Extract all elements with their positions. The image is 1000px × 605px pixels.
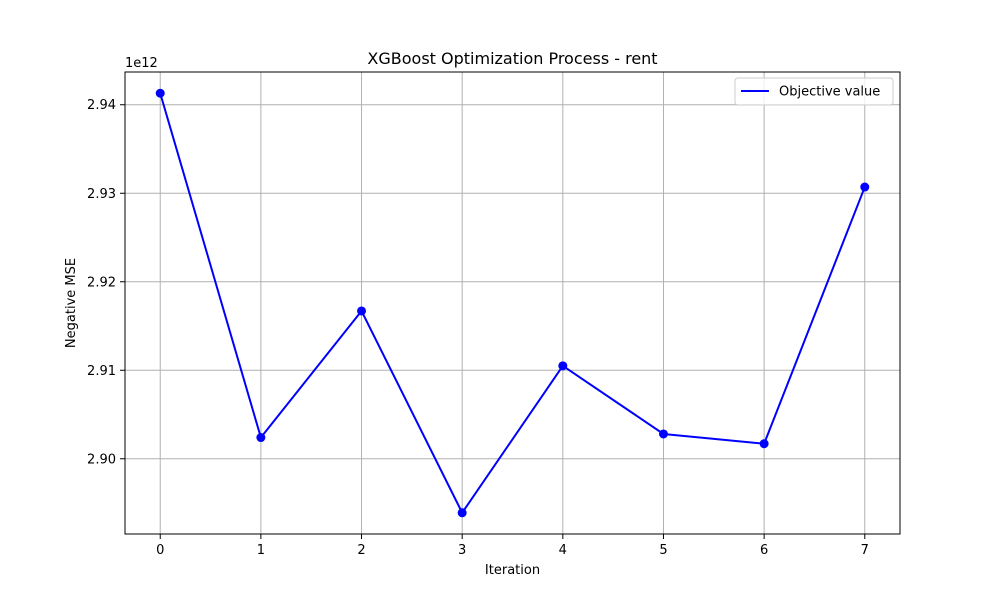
legend-box — [734, 77, 894, 106]
data-point — [558, 361, 568, 371]
data-point — [256, 433, 266, 443]
data-point — [658, 429, 668, 439]
y-axis-label: Negative MSE — [64, 258, 79, 348]
chart-title: XGBoost Optimization Process - rent — [367, 49, 657, 68]
plot-frame — [124, 71, 901, 535]
y-tick-label: 2.92 — [87, 275, 116, 290]
x-tick-label: 3 — [458, 543, 466, 558]
tick-layer: 0 1 2 3 4 5 6 7 2.90 2.91 2.92 2.93 2.94 — [87, 98, 869, 558]
data-point — [155, 88, 165, 98]
y-tick-label: 2.90 — [87, 452, 116, 467]
grid-layer — [125, 72, 900, 534]
y-tick-label: 2.91 — [87, 364, 116, 379]
x-axis-label: Iteration — [485, 563, 540, 578]
legend-label-objective-value: Objective value — [779, 85, 880, 100]
legend: Objective value — [734, 77, 894, 106]
series-line-objective-value — [159, 92, 866, 514]
x-tick-label: 2 — [357, 543, 365, 558]
data-point — [357, 306, 367, 316]
x-tick-label: 0 — [156, 543, 164, 558]
series-layer — [155, 88, 870, 518]
data-point — [457, 508, 467, 518]
data-point — [759, 439, 769, 449]
x-tick-label: 5 — [659, 543, 667, 558]
x-tick-label: 1 — [257, 543, 265, 558]
data-point — [860, 182, 870, 192]
x-tick-label: 7 — [861, 543, 869, 558]
y-tick-label: 2.93 — [87, 187, 116, 202]
y-axis-offset-label: 1e12 — [125, 56, 158, 71]
y-tick-label: 2.94 — [87, 98, 116, 113]
x-tick-label: 6 — [760, 543, 768, 558]
x-tick-label: 4 — [559, 543, 567, 558]
